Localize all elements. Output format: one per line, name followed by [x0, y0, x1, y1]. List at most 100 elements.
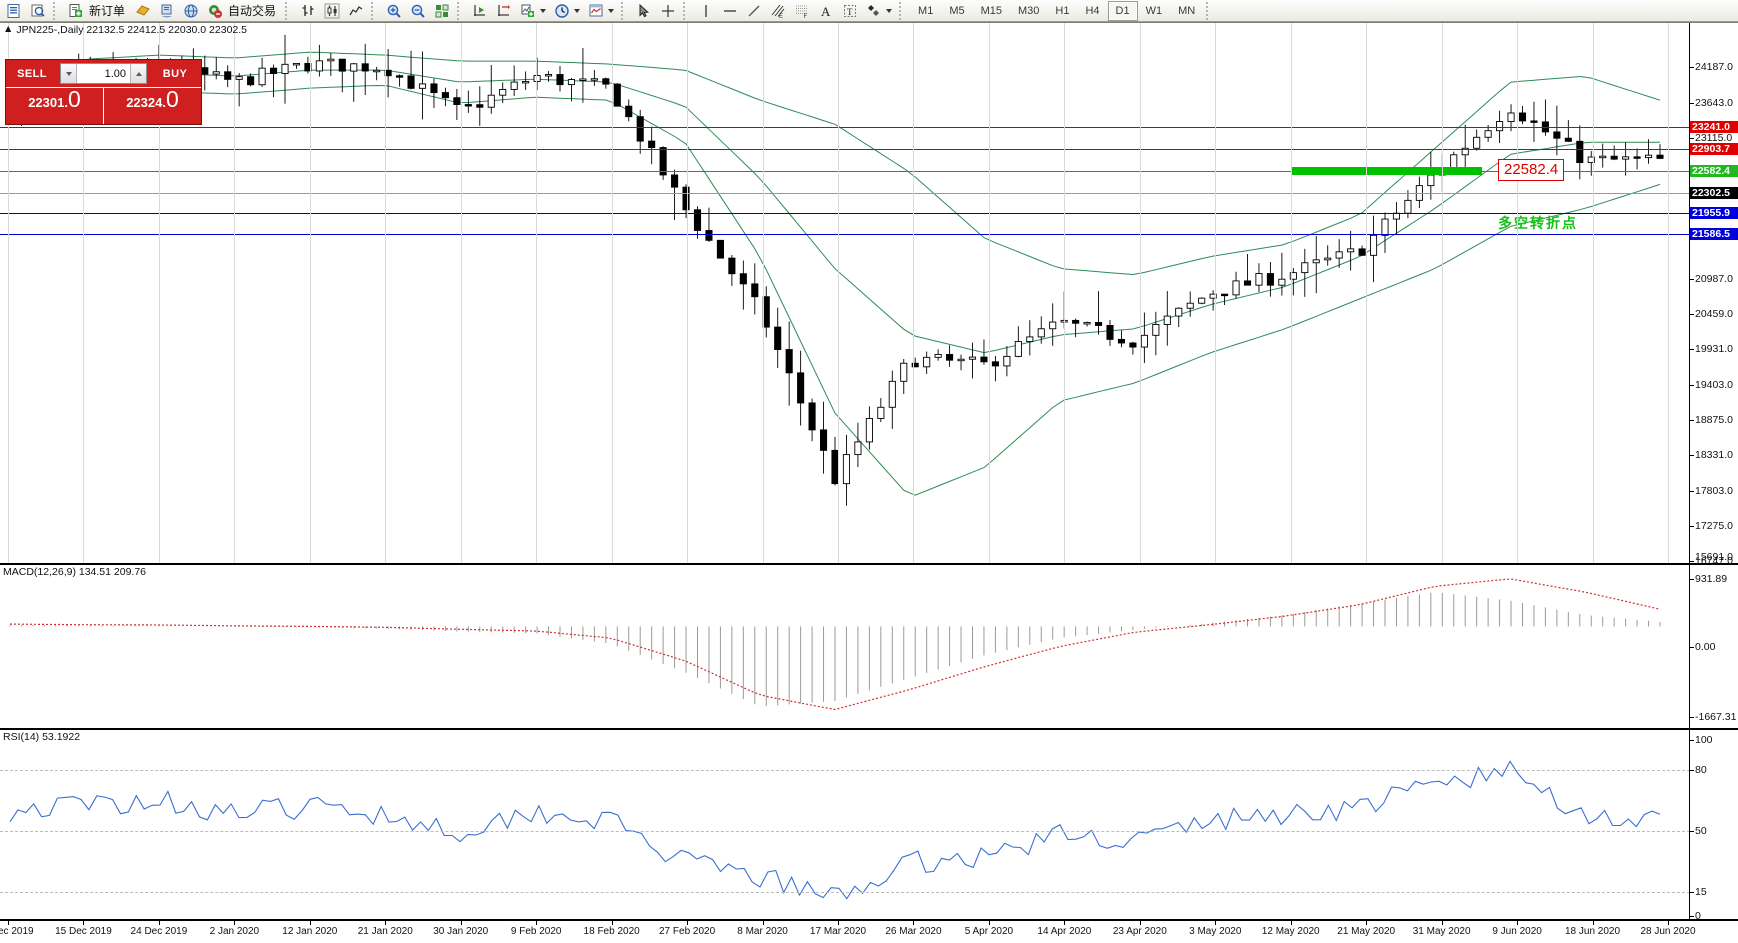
text-label-icon[interactable]: T: [838, 0, 862, 22]
candlestick-chart-icon[interactable]: [320, 0, 344, 22]
timeframe-button-m1[interactable]: M1: [918, 4, 934, 17]
sell-button[interactable]: SELL: [17, 67, 47, 80]
timeframe-button-m30[interactable]: M30: [1018, 4, 1040, 17]
date-gridline: [83, 23, 85, 563]
one-click-trading-panel[interactable]: SELL 1.00 BUY 22301. 0 22324. 0: [5, 59, 202, 125]
candlestick: [1072, 318, 1080, 338]
price-axis-label: 19931.0: [1695, 343, 1733, 355]
chart-shift-icon[interactable]: [492, 0, 516, 22]
crosshair-icon[interactable]: [656, 0, 680, 22]
toolbar-separator-3: [371, 1, 379, 20]
volume-decrease-button[interactable]: [61, 64, 77, 83]
candlestick: [1140, 312, 1148, 364]
price-plot-area[interactable]: 多空转折点: [0, 23, 1690, 563]
price-axis[interactable]: 24187.0 23643.0 23115.0 20987.0 20459.0 19931…: [1689, 23, 1738, 567]
timeframe-button-w1[interactable]: W1: [1145, 4, 1163, 17]
fibonacci-icon[interactable]: F: [790, 0, 814, 22]
trendline-icon[interactable]: [742, 0, 766, 22]
price-axis-label: 24187.0: [1695, 61, 1733, 73]
macd-axis[interactable]: 931.89 0.00 -1667.31 15691.0: [1689, 551, 1738, 728]
line-chart-icon[interactable]: [344, 0, 368, 22]
price-axis-badge[interactable]: 22302.5: [1690, 187, 1738, 199]
candlestick: [1496, 110, 1504, 143]
buy-button[interactable]: BUY: [162, 67, 188, 80]
text-icon[interactable]: A: [814, 0, 838, 22]
timeframe-button-h4[interactable]: H4: [1085, 4, 1100, 17]
candlestick: [1404, 190, 1412, 219]
timeframe-button-m15[interactable]: M15: [980, 4, 1002, 17]
vertical-line-icon[interactable]: [694, 0, 718, 22]
candlestick: [1324, 245, 1332, 266]
date-axis-tick: [234, 921, 236, 925]
buy-price[interactable]: 22324. 0: [104, 88, 201, 124]
price-pane[interactable]: ▲ JPN225-,Daily 22132.5 22412.5 22030.0 2…: [0, 23, 1738, 567]
market-watch-icon[interactable]: [131, 0, 155, 22]
date-axis-tick: [1517, 921, 1519, 925]
timeframe-button-h1[interactable]: H1: [1055, 4, 1070, 17]
price-axis-badge[interactable]: 21955.9: [1690, 207, 1738, 219]
auto-trading-icon[interactable]: [203, 0, 227, 22]
horizontal-line-icon[interactable]: [718, 0, 742, 22]
terminal-icon[interactable]: [2, 0, 26, 22]
indicators-dropdown-caret[interactable]: [540, 8, 547, 13]
shapes-icon[interactable]: [862, 0, 886, 22]
date-axis-tick: [1592, 921, 1594, 925]
volume-increase-button[interactable]: [130, 64, 146, 83]
period-clock-icon[interactable]: [550, 0, 574, 22]
templates-icon[interactable]: [584, 0, 608, 22]
chart-window[interactable]: ▲ JPN225-,Daily 22132.5 22412.5 22030.0 2…: [0, 22, 1738, 943]
auto-scroll-icon[interactable]: [468, 0, 492, 22]
candlestick: [361, 43, 369, 95]
candlestick: [957, 354, 965, 371]
new-order-icon[interactable]: [64, 0, 88, 22]
shapes-dropdown-caret[interactable]: [886, 8, 893, 13]
auto-trading-label[interactable]: 自动交易: [228, 4, 277, 18]
bar-chart-icon[interactable]: [296, 0, 320, 22]
candlestick: [1518, 106, 1527, 125]
indicators-icon[interactable]: [516, 0, 540, 22]
sell-price[interactable]: 22301. 0: [6, 88, 104, 124]
candlestick: [1358, 245, 1366, 256]
templates-dropdown-caret[interactable]: [608, 8, 615, 13]
candlestick: [797, 350, 805, 426]
price-axis-badge[interactable]: 23241.0: [1690, 121, 1738, 133]
zoom-in-icon[interactable]: [382, 0, 406, 22]
candlestick: [1427, 151, 1435, 200]
macd-plot-area[interactable]: [0, 565, 1690, 728]
date-gridline: [988, 23, 990, 563]
price-axis-tick: [1690, 491, 1694, 492]
timeframe-button-d1[interactable]: D1: [1107, 0, 1138, 21]
zoom-out-icon[interactable]: [406, 0, 430, 22]
rsi-plot-area[interactable]: [0, 730, 1690, 919]
volume-input[interactable]: 1.00: [104, 67, 126, 80]
collapse-triangle-icon[interactable]: ▲: [3, 23, 14, 35]
macd-pane[interactable]: MACD(12,26,9) 134.51 209.76 931.89 0.00 -1…: [0, 551, 1738, 729]
price-axis-badge[interactable]: 21586.5: [1690, 228, 1738, 240]
rsi-axis[interactable]: 100 80 50 15 0: [1689, 730, 1738, 922]
tile-windows-icon[interactable]: [430, 0, 454, 22]
candlestick: [1369, 215, 1378, 283]
navigator-icon[interactable]: [26, 0, 50, 22]
price-axis-badge[interactable]: 22582.4: [1690, 165, 1738, 177]
timeframe-button-mn[interactable]: MN: [1178, 4, 1196, 17]
price-axis-label: 18331.0: [1695, 449, 1733, 461]
rsi-pane[interactable]: RSI(14) 53.1922 100 80 50 15 0: [0, 729, 1738, 922]
price-axis-badge[interactable]: 22903.7: [1690, 143, 1738, 155]
cursor-icon[interactable]: [632, 0, 656, 22]
data-window-icon[interactable]: [155, 0, 179, 22]
date-axis[interactable]: 5 Dec 2019 15 Dec 2019 24 Dec 2019 2 Jan 20…: [0, 920, 1738, 943]
candlestick: [373, 66, 381, 81]
candlestick: [648, 126, 656, 165]
timeframe-button-m5[interactable]: M5: [949, 4, 965, 17]
period-dropdown-caret[interactable]: [574, 8, 581, 13]
new-order-label[interactable]: 新订单: [89, 4, 126, 18]
price-axis-label: 17275.0: [1695, 520, 1733, 532]
navigator-globe-icon[interactable]: [179, 0, 203, 22]
date-axis-tick: [1215, 921, 1217, 925]
candlestick: [1060, 291, 1068, 329]
equidistant-channel-icon[interactable]: E: [766, 0, 790, 22]
candlestick: [1243, 253, 1252, 286]
volume-stepper[interactable]: 1.00: [60, 63, 147, 84]
candlestick: [1622, 142, 1630, 176]
toolbar-separator-6: [683, 1, 691, 20]
